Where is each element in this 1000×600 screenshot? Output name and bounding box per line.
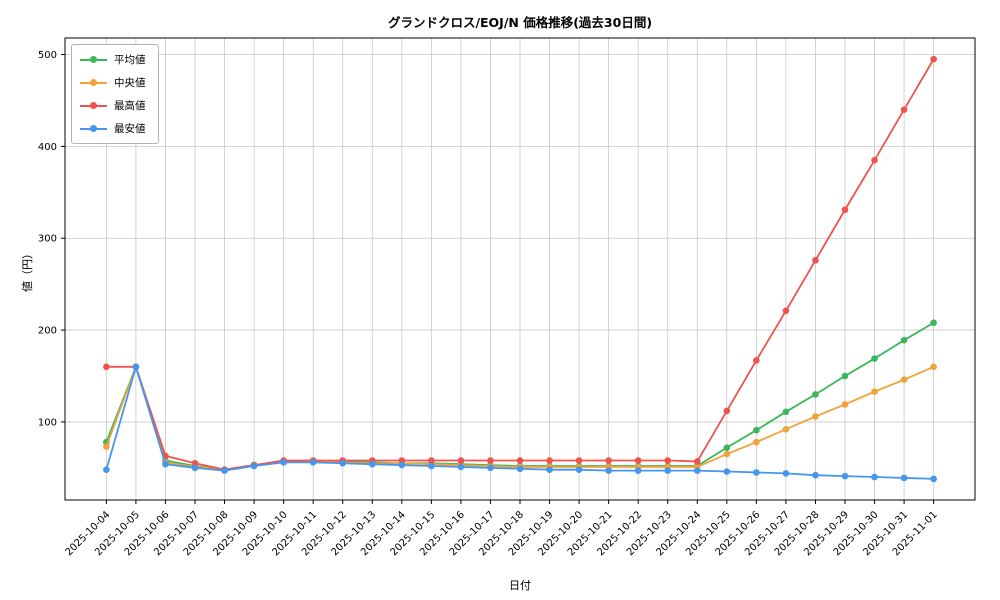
plot-border [64,37,976,501]
data-point [546,466,553,473]
data-point [753,438,760,446]
data-point [900,106,908,113]
chart-title: グランドクロス/EOJ/N 価格推移(過去30日間) [387,15,653,30]
data-point [812,391,819,398]
legend-item-1: 中央値 [80,75,146,90]
legend-item-3: 最安値 [80,121,146,136]
legend-marker-icon [80,55,107,64]
data-point [723,450,731,458]
data-point [132,363,140,371]
data-point [664,457,672,464]
data-point [841,472,849,480]
data-point [457,463,465,471]
data-point [191,459,199,467]
data-point [487,464,494,472]
data-point [871,473,878,481]
data-point [250,462,258,470]
data-point [723,468,731,475]
data-point [753,426,760,434]
legend: 平均値中央値最高値最安値 [71,44,159,144]
y-tick-label: 200 [38,326,57,337]
data-point [546,457,553,464]
data-point [339,459,347,467]
data-point [930,55,937,63]
data-point [812,256,819,264]
data-point [221,467,228,474]
y-axis-label: 値（円） [21,248,34,292]
data-point [841,206,849,214]
data-point [841,401,849,408]
data-point [398,461,406,469]
y-tick-label: 500 [38,50,57,61]
data-point [753,357,760,364]
data-point [516,457,524,464]
data-point [841,372,849,380]
data-point [103,363,110,371]
data-point [871,156,878,164]
legend-label: 最高値 [114,100,146,112]
data-point [753,469,760,476]
data-point [900,376,908,383]
data-point [516,465,524,473]
data-point [368,460,376,468]
data-point [871,355,878,362]
data-point [605,467,612,474]
data-point [782,408,790,416]
data-point [575,457,583,464]
legend-item-2: 最高値 [80,98,146,113]
y-tick-label: 400 [38,142,57,153]
data-point [191,464,199,472]
data-point [900,336,908,344]
data-point [428,457,435,464]
legend-item-0: 平均値 [80,52,146,67]
data-point [634,467,642,474]
data-point [812,471,819,479]
data-point [605,457,612,464]
data-point [457,457,465,464]
x-axis-label: 日付 [509,579,531,592]
data-point [900,474,908,482]
data-point [309,459,317,466]
legend-label: 中央値 [114,77,146,89]
data-point [280,459,287,466]
legend-label: 平均値 [114,54,146,66]
y-tick-label: 300 [38,234,57,245]
data-point [693,458,701,465]
data-point [723,407,731,415]
data-point [871,388,878,395]
legend-marker-icon [80,78,107,87]
data-point [103,466,110,473]
data-point [930,319,937,327]
data-point [103,443,110,451]
data-point [428,462,435,470]
legend-marker-icon [80,124,107,133]
data-point [575,466,583,473]
data-point [930,363,937,371]
legend-marker-icon [80,101,107,110]
data-point [723,444,731,451]
data-point [782,425,790,433]
data-point [812,413,819,420]
data-point [487,457,494,464]
data-point [782,470,790,477]
data-point [162,460,169,468]
legend-label: 最安値 [114,123,146,135]
data-point [782,307,790,315]
data-point [398,457,406,464]
data-point [664,467,672,474]
y-tick-label: 100 [38,417,57,428]
data-point [930,475,937,483]
data-point [634,457,642,464]
data-point [693,467,701,474]
